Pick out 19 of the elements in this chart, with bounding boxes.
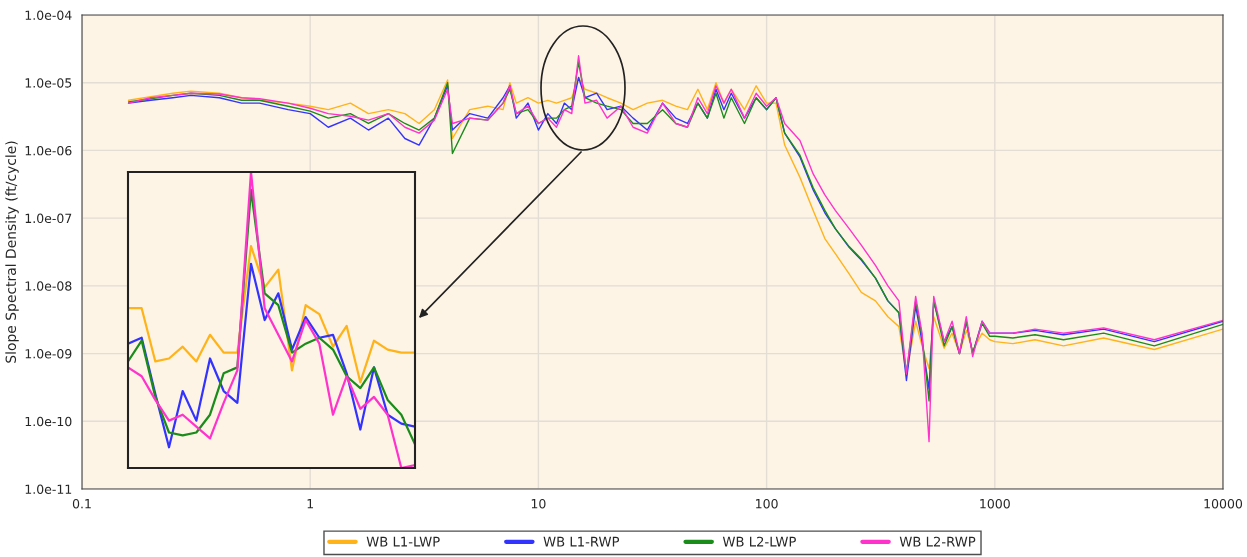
x-tick-label: 1000 <box>980 498 1010 509</box>
y-tick-label: 1.0e-04 <box>25 10 72 20</box>
y-tick-label: 1.0e-06 <box>25 145 72 156</box>
y-tick-label: 1.0e-08 <box>25 281 72 291</box>
legend-label: WB L1-LWP <box>366 536 440 547</box>
x-tick-label: 0.1 <box>72 498 91 509</box>
y-tick-label: 1.0e-07 <box>25 213 72 224</box>
x-tick-label: 10 <box>531 498 546 509</box>
y-tick-label: 1.0e-09 <box>25 349 72 359</box>
legend-label: WB L2-RWP <box>899 536 976 547</box>
legend-label: WB L2-LWP <box>722 536 796 547</box>
x-tick-label: 1 <box>307 499 314 509</box>
x-tick-label: 10000 <box>1204 498 1243 509</box>
y-tick-label: 1.0e-11 <box>25 484 72 494</box>
y-tick-label: 1.0e-10 <box>25 416 72 427</box>
y-tick-label: 1.0e-05 <box>25 78 72 88</box>
legend-label: WB L1-RWP <box>543 536 620 547</box>
x-tick-label: 100 <box>756 498 778 509</box>
y-axis-title: Slope Spectral Density (ft/cycle) <box>5 141 19 363</box>
